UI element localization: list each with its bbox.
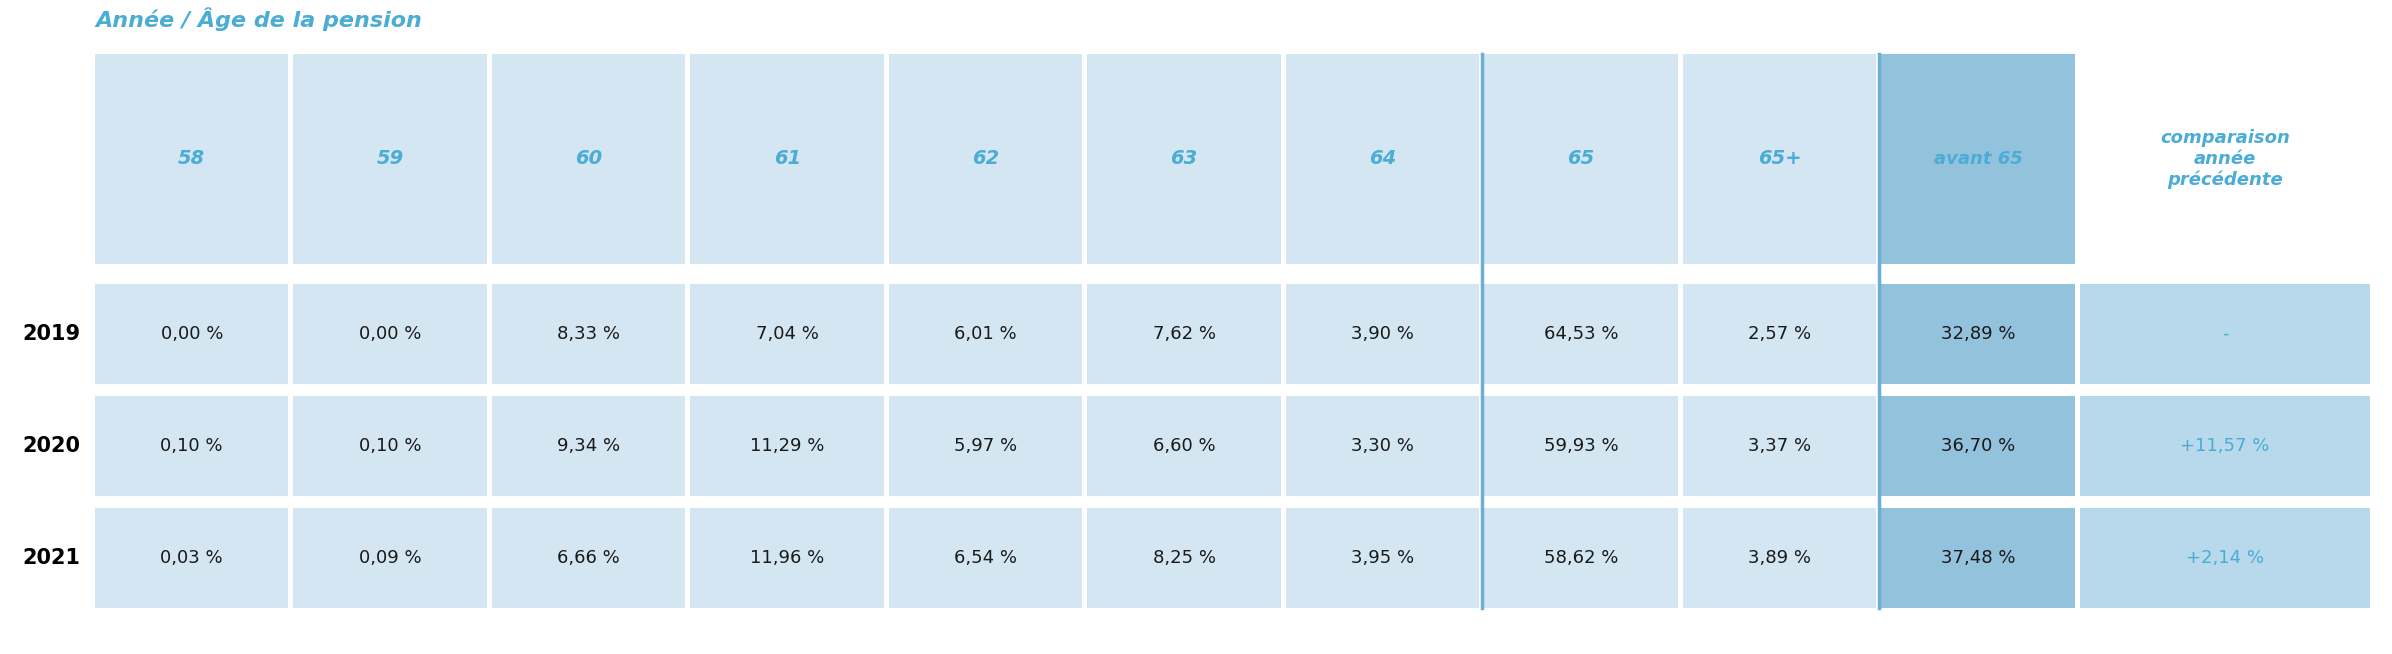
FancyBboxPatch shape <box>890 54 1084 264</box>
Text: 6,60 %: 6,60 % <box>1153 437 1215 455</box>
Text: 9,34 %: 9,34 % <box>557 437 620 455</box>
Text: 36,70 %: 36,70 % <box>1940 437 2014 455</box>
FancyBboxPatch shape <box>1088 508 1280 608</box>
Text: 6,54 %: 6,54 % <box>954 549 1017 567</box>
Text: 2,57 %: 2,57 % <box>1749 325 1811 343</box>
FancyBboxPatch shape <box>1287 284 1478 384</box>
Text: 61: 61 <box>773 150 801 169</box>
Text: 65+: 65+ <box>1758 150 1801 169</box>
FancyBboxPatch shape <box>890 396 1084 496</box>
FancyBboxPatch shape <box>294 396 488 496</box>
FancyBboxPatch shape <box>96 508 289 608</box>
Text: 59,93 %: 59,93 % <box>1543 437 1619 455</box>
FancyBboxPatch shape <box>493 508 687 608</box>
Text: 8,25 %: 8,25 % <box>1153 549 1215 567</box>
Text: 62: 62 <box>971 150 1000 169</box>
FancyBboxPatch shape <box>1287 54 1478 264</box>
Text: 59: 59 <box>376 150 404 169</box>
Text: 0,09 %: 0,09 % <box>359 549 421 567</box>
FancyBboxPatch shape <box>691 508 885 608</box>
FancyBboxPatch shape <box>1485 396 1677 496</box>
Text: 7,04 %: 7,04 % <box>756 325 818 343</box>
Text: +2,14 %: +2,14 % <box>2186 549 2263 567</box>
Text: -: - <box>2222 325 2227 343</box>
FancyBboxPatch shape <box>1684 54 1875 264</box>
FancyBboxPatch shape <box>1287 396 1478 496</box>
Text: 0,10 %: 0,10 % <box>160 437 222 455</box>
Text: comparaison
année
précédente: comparaison année précédente <box>2160 129 2289 189</box>
FancyBboxPatch shape <box>96 54 289 264</box>
FancyBboxPatch shape <box>691 284 885 384</box>
Text: 0,00 %: 0,00 % <box>359 325 421 343</box>
FancyBboxPatch shape <box>294 284 488 384</box>
Text: +11,57 %: +11,57 % <box>2179 437 2270 455</box>
FancyBboxPatch shape <box>691 54 885 264</box>
FancyBboxPatch shape <box>1880 284 2074 384</box>
Text: 0,10 %: 0,10 % <box>359 437 421 455</box>
Text: 5,97 %: 5,97 % <box>954 437 1017 455</box>
Text: 3,90 %: 3,90 % <box>1351 325 1414 343</box>
FancyBboxPatch shape <box>1880 508 2074 608</box>
Text: 63: 63 <box>1170 150 1198 169</box>
Text: 32,89 %: 32,89 % <box>1940 325 2016 343</box>
Text: 64,53 %: 64,53 % <box>1543 325 1619 343</box>
Text: 0,03 %: 0,03 % <box>160 549 222 567</box>
FancyBboxPatch shape <box>890 284 1084 384</box>
FancyBboxPatch shape <box>1684 284 1875 384</box>
FancyBboxPatch shape <box>1485 284 1677 384</box>
FancyBboxPatch shape <box>1088 284 1280 384</box>
Text: 65: 65 <box>1567 150 1595 169</box>
Text: 64: 64 <box>1368 150 1397 169</box>
Text: 6,01 %: 6,01 % <box>954 325 1017 343</box>
FancyBboxPatch shape <box>1684 508 1875 608</box>
FancyBboxPatch shape <box>2079 508 2370 608</box>
Text: 6,66 %: 6,66 % <box>557 549 620 567</box>
FancyBboxPatch shape <box>2079 396 2370 496</box>
FancyBboxPatch shape <box>1684 396 1875 496</box>
Text: 58: 58 <box>177 150 206 169</box>
FancyBboxPatch shape <box>1287 508 1478 608</box>
Text: 60: 60 <box>574 150 603 169</box>
Text: 11,29 %: 11,29 % <box>751 437 825 455</box>
Text: 0,00 %: 0,00 % <box>160 325 222 343</box>
FancyBboxPatch shape <box>96 284 289 384</box>
Text: 3,30 %: 3,30 % <box>1351 437 1414 455</box>
Text: Année / Âge de la pension: Année / Âge de la pension <box>96 7 421 31</box>
Text: avant 65: avant 65 <box>1933 150 2021 168</box>
FancyBboxPatch shape <box>1880 54 2074 264</box>
Text: 2019: 2019 <box>22 324 79 344</box>
FancyBboxPatch shape <box>493 284 687 384</box>
Text: 3,37 %: 3,37 % <box>1749 437 1811 455</box>
FancyBboxPatch shape <box>2079 284 2370 384</box>
FancyBboxPatch shape <box>890 508 1084 608</box>
FancyBboxPatch shape <box>493 396 687 496</box>
FancyBboxPatch shape <box>1485 54 1677 264</box>
Text: 7,62 %: 7,62 % <box>1153 325 1215 343</box>
FancyBboxPatch shape <box>294 54 488 264</box>
Text: 11,96 %: 11,96 % <box>751 549 825 567</box>
FancyBboxPatch shape <box>96 396 289 496</box>
Text: 3,95 %: 3,95 % <box>1351 549 1414 567</box>
FancyBboxPatch shape <box>1088 396 1280 496</box>
FancyBboxPatch shape <box>294 508 488 608</box>
FancyBboxPatch shape <box>1088 54 1280 264</box>
Text: 37,48 %: 37,48 % <box>1940 549 2016 567</box>
FancyBboxPatch shape <box>1880 396 2074 496</box>
FancyBboxPatch shape <box>691 396 885 496</box>
Text: 58,62 %: 58,62 % <box>1543 549 1619 567</box>
Text: 2020: 2020 <box>22 436 79 456</box>
Text: 8,33 %: 8,33 % <box>557 325 620 343</box>
Text: 3,89 %: 3,89 % <box>1749 549 1811 567</box>
FancyBboxPatch shape <box>493 54 687 264</box>
FancyBboxPatch shape <box>1485 508 1677 608</box>
Text: 2021: 2021 <box>22 548 79 568</box>
